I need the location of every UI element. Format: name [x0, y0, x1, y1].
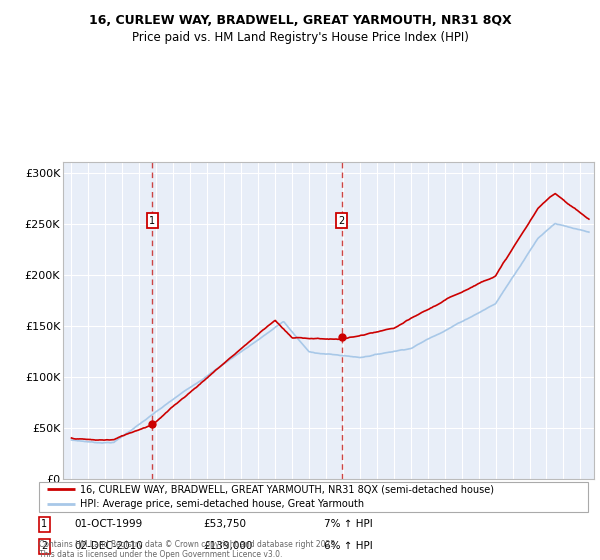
Text: 6% ↑ HPI: 6% ↑ HPI — [325, 541, 373, 551]
Text: 7% ↑ HPI: 7% ↑ HPI — [325, 519, 373, 529]
Text: Contains HM Land Registry data © Crown copyright and database right 2025.
This d: Contains HM Land Registry data © Crown c… — [39, 540, 337, 559]
FancyBboxPatch shape — [39, 482, 588, 512]
Text: 16, CURLEW WAY, BRADWELL, GREAT YARMOUTH, NR31 8QX: 16, CURLEW WAY, BRADWELL, GREAT YARMOUTH… — [89, 14, 511, 27]
Text: 2: 2 — [41, 541, 47, 551]
Text: Price paid vs. HM Land Registry's House Price Index (HPI): Price paid vs. HM Land Registry's House … — [131, 31, 469, 44]
Text: 1: 1 — [149, 216, 155, 226]
Text: 1: 1 — [41, 519, 47, 529]
Text: 02-DEC-2010: 02-DEC-2010 — [74, 541, 143, 551]
Text: £53,750: £53,750 — [204, 519, 247, 529]
Text: 01-OCT-1999: 01-OCT-1999 — [74, 519, 143, 529]
Text: 16, CURLEW WAY, BRADWELL, GREAT YARMOUTH, NR31 8QX (semi-detached house): 16, CURLEW WAY, BRADWELL, GREAT YARMOUTH… — [80, 484, 494, 494]
Text: £139,000: £139,000 — [204, 541, 253, 551]
Text: HPI: Average price, semi-detached house, Great Yarmouth: HPI: Average price, semi-detached house,… — [80, 499, 364, 509]
Text: 2: 2 — [338, 216, 344, 226]
